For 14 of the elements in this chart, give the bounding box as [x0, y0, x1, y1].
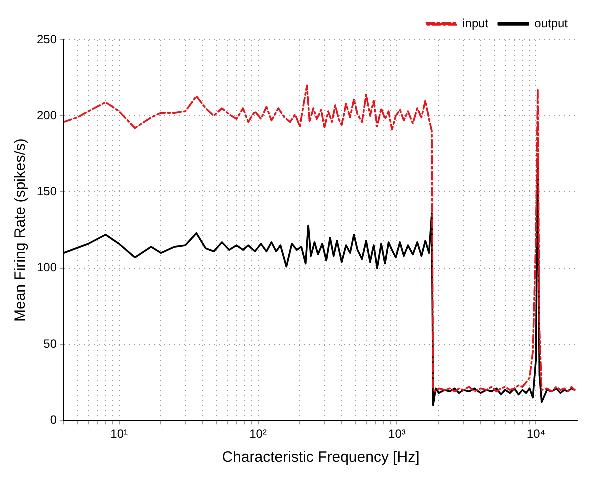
legend-label: input	[462, 16, 490, 30]
y-axis-title: Mean Firing Rate (spikes/s)	[12, 138, 30, 322]
y-tick-label: 0	[50, 412, 58, 427]
legend-label: output	[534, 16, 569, 30]
y-tick-label: 250	[36, 32, 58, 46]
x-axis-title: Characteristic Frequency [Hz]	[222, 449, 420, 466]
y-tick-label: 150	[36, 184, 58, 199]
x-tick-label: 10⁴	[526, 427, 546, 442]
y-tick-label: 200	[36, 108, 58, 122]
x-tick-label: 10²	[250, 427, 267, 442]
x-tick-label: 10³	[388, 427, 406, 442]
y-tick-label: 50	[44, 336, 58, 351]
x-tick-label: 10¹	[110, 427, 128, 442]
y-tick-label: 100	[36, 260, 58, 275]
